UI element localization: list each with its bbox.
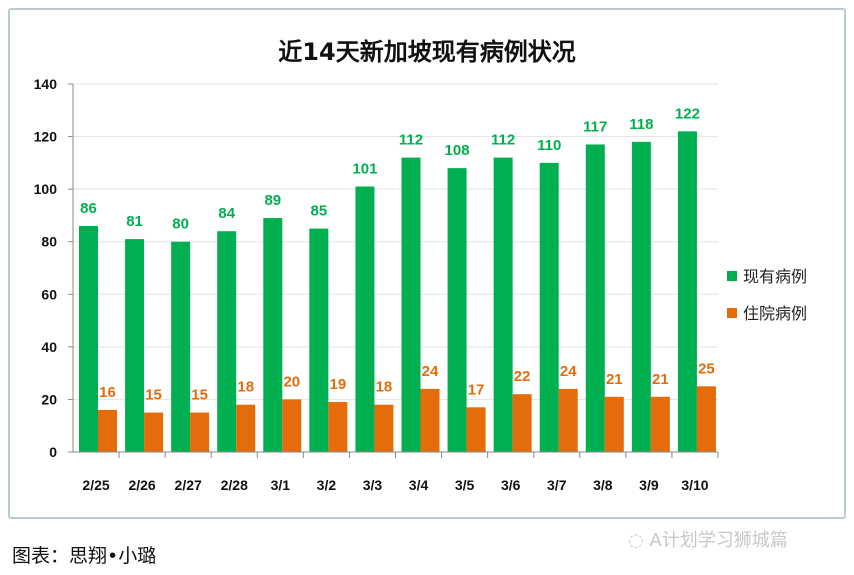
bar-hospitalized (420, 388, 440, 452)
bar-active (539, 162, 559, 452)
data-label: 122 (675, 105, 700, 122)
y-tick-label: 20 (41, 391, 57, 407)
data-label: 21 (606, 371, 623, 388)
x-tick-label: 3/9 (639, 477, 659, 493)
bar-hospitalized (98, 409, 117, 452)
x-tick-label: 2/25 (82, 477, 109, 493)
y-tick-label: 120 (34, 129, 58, 145)
bar-active (263, 218, 283, 452)
legend-label: 现有病例 (743, 267, 807, 286)
data-label: 17 (468, 381, 485, 398)
data-label: 81 (126, 213, 143, 230)
x-tick-label: 2/27 (175, 477, 202, 493)
y-tick-label: 140 (34, 76, 58, 92)
data-label: 85 (311, 203, 328, 220)
legend-swatch (727, 271, 737, 281)
data-label: 112 (491, 132, 515, 149)
bar-active (171, 241, 191, 452)
x-tick-label: 3/6 (501, 477, 521, 493)
bar-hospitalized (466, 407, 486, 452)
bar-hospitalized (512, 394, 532, 452)
x-tick-label: 3/1 (271, 477, 291, 493)
data-label: 112 (399, 132, 423, 149)
bar-active (585, 144, 605, 452)
bar-active (217, 231, 237, 452)
bar-hospitalized (696, 386, 716, 452)
legend-label: 住院病例 (743, 304, 807, 323)
bar-active (309, 228, 329, 452)
bar-active (677, 131, 697, 453)
data-label: 89 (264, 192, 281, 209)
bar-active (401, 157, 421, 452)
data-label: 84 (218, 205, 235, 222)
watermark: ◌ A计划学习狮城篇 (628, 526, 788, 552)
data-label: 80 (172, 216, 189, 233)
x-tick-label: 3/3 (363, 477, 383, 493)
y-tick-label: 0 (49, 444, 57, 460)
data-label: 18 (237, 379, 254, 396)
x-tick-label: 3/7 (547, 477, 567, 493)
y-tick-label: 40 (41, 339, 57, 355)
bar-hospitalized (282, 399, 302, 452)
data-label: 16 (99, 384, 116, 401)
data-label: 15 (191, 387, 208, 404)
chart-title: 近14天新加坡现有病例状况 (278, 38, 575, 66)
data-label: 24 (560, 363, 577, 380)
bar-hospitalized (374, 404, 394, 452)
watermark-text: A计划学习狮城篇 (649, 530, 788, 551)
data-label: 110 (537, 137, 561, 154)
x-tick-label: 3/10 (681, 477, 708, 493)
data-label: 108 (445, 142, 470, 159)
bar-hospitalized (236, 404, 256, 452)
bar-active (125, 239, 145, 452)
data-label: 15 (145, 387, 162, 404)
y-tick-label: 80 (41, 234, 57, 250)
bar-active (355, 186, 375, 452)
data-label: 21 (652, 371, 669, 388)
data-label: 118 (629, 116, 653, 133)
legend-swatch (727, 308, 737, 318)
x-tick-label: 3/4 (409, 477, 429, 493)
data-label: 117 (583, 118, 607, 135)
bar-hospitalized (144, 412, 164, 452)
data-label: 22 (514, 368, 531, 385)
bar-active (79, 225, 98, 452)
x-tick-label: 3/2 (317, 477, 337, 493)
data-label: 101 (352, 161, 377, 178)
chart-frame (8, 8, 846, 519)
bar-active (447, 168, 467, 452)
data-label: 18 (376, 379, 393, 396)
wechat-icon: ◌ (628, 530, 650, 551)
bar-hospitalized (190, 412, 210, 452)
bar-active (493, 157, 513, 452)
x-tick-label: 2/26 (128, 477, 155, 493)
data-label: 24 (422, 363, 439, 380)
data-label: 86 (80, 200, 97, 217)
x-tick-label: 2/28 (221, 477, 248, 493)
y-tick-label: 60 (41, 286, 57, 302)
x-tick-label: 3/8 (593, 477, 613, 493)
data-label: 25 (698, 360, 715, 377)
x-tick-label: 3/5 (455, 477, 475, 493)
bar-active (631, 141, 651, 453)
data-label: 20 (283, 373, 300, 390)
bar-hospitalized (328, 402, 348, 452)
bar-hospitalized (650, 396, 670, 452)
data-label: 19 (330, 376, 347, 393)
bar-hospitalized (558, 388, 578, 452)
y-tick-label: 100 (34, 181, 58, 197)
figure-caption: 图表：思翔•小璐 (12, 545, 157, 567)
bar-hospitalized (604, 396, 624, 452)
